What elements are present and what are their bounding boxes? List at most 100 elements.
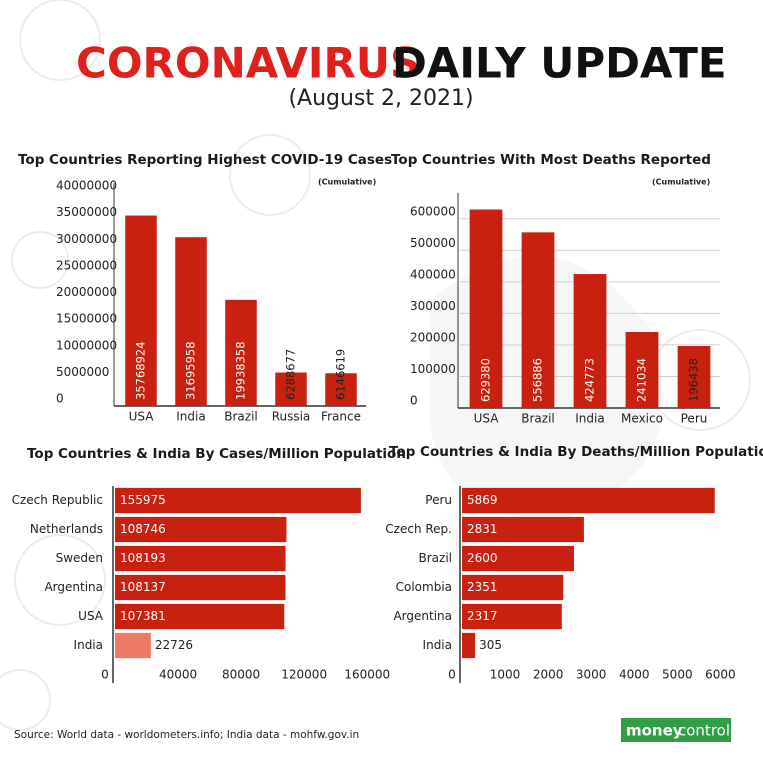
title-black: DAILY UPDATE [392, 39, 727, 88]
x-tick-label: Peru [681, 412, 708, 426]
x-tick-label: France [321, 410, 361, 424]
bar [469, 209, 503, 408]
bar [115, 574, 286, 601]
value-label: 241034 [635, 358, 649, 402]
bar [462, 545, 574, 572]
value-label: 108193 [120, 551, 166, 565]
bar [125, 215, 157, 406]
y-tick-label: 300000 [410, 299, 456, 313]
value-label: 2317 [467, 609, 498, 623]
y-tick-label: India [423, 638, 452, 652]
x-tick-label: 160000 [344, 668, 390, 682]
y-tick-label: 0 [56, 392, 64, 406]
x-tick-label: Mexico [621, 412, 663, 426]
x-tick-label: 1000 [490, 668, 521, 682]
y-tick-label: 40000000 [56, 179, 117, 193]
y-tick-label: Peru [425, 493, 452, 507]
y-tick-label: Czech Rep. [385, 522, 452, 536]
value-label: 556886 [531, 358, 545, 402]
logo-text: control [678, 722, 730, 740]
value-label: 2351 [467, 580, 498, 594]
value-label: 6288677 [284, 349, 298, 400]
y-tick-label: 5000000 [56, 365, 109, 379]
y-tick-label: Czech Republic [12, 493, 103, 507]
bar [462, 487, 715, 514]
bar [462, 603, 562, 630]
bar [115, 632, 151, 659]
x-tick-label: 4000 [619, 668, 650, 682]
x-tick-label: 120000 [281, 668, 327, 682]
y-tick-label: 0 [410, 394, 418, 408]
logo-box [621, 718, 731, 742]
value-label: 22726 [155, 638, 193, 652]
chart-title: Top Countries With Most Deaths Reported [391, 152, 711, 168]
bar [462, 574, 564, 601]
y-tick-label: 100000 [410, 362, 456, 376]
bar [115, 603, 285, 630]
bar [462, 632, 476, 659]
value-label: 196438 [687, 358, 701, 402]
y-tick-label: 15000000 [56, 312, 117, 326]
bar [521, 232, 555, 408]
bar [115, 487, 361, 514]
x-tick-label: 40000 [159, 668, 197, 682]
bar [225, 299, 257, 406]
value-label: 107381 [120, 609, 166, 623]
x-tick-label: Brazil [521, 412, 555, 426]
bar [115, 516, 287, 543]
date: (August 2, 2021) [288, 86, 473, 111]
value-label: 5869 [467, 493, 498, 507]
x-tick-label: USA [474, 412, 500, 426]
bar [115, 545, 286, 572]
value-label: 424773 [583, 358, 597, 402]
value-label: 35768924 [134, 341, 148, 400]
y-tick-label: 35000000 [56, 205, 117, 219]
chart-subtitle: (Cumulative) [318, 178, 376, 187]
x-tick-label: USA [129, 410, 155, 424]
y-tick-label: India [74, 638, 103, 652]
y-tick-label: 600000 [410, 204, 456, 218]
value-label: 108137 [120, 580, 166, 594]
bar [325, 373, 357, 406]
y-tick-label: Colombia [396, 580, 452, 594]
chart-title: Top Countries & India By Cases/Million P… [27, 446, 406, 462]
x-tick-label: 6000 [705, 668, 736, 682]
value-label: 2831 [467, 522, 498, 536]
x-tick-label: Brazil [224, 410, 258, 424]
value-label: 305 [479, 638, 502, 652]
x-tick-label: 3000 [576, 668, 607, 682]
value-label: 2600 [467, 551, 498, 565]
value-label: 629380 [479, 358, 493, 402]
value-label: 31695958 [184, 341, 198, 400]
x-tick-label: India [176, 410, 205, 424]
bar [573, 274, 607, 408]
bar [275, 372, 307, 406]
y-tick-label: 500000 [410, 236, 456, 250]
logo-text: money [626, 722, 683, 740]
bar [677, 346, 711, 408]
y-tick-label: Brazil [419, 551, 453, 565]
y-tick-label: Sweden [56, 551, 103, 565]
y-tick-label: USA [78, 609, 104, 623]
x-tick-label: Russia [272, 410, 311, 424]
y-tick-label: 20000000 [56, 285, 117, 299]
chart-subtitle: (Cumulative) [652, 178, 710, 187]
bar [625, 331, 659, 408]
bar [462, 516, 584, 543]
y-tick-label: 25000000 [56, 258, 117, 272]
x-tick-label: India [575, 412, 604, 426]
y-tick-label: 400000 [410, 267, 456, 281]
source: Source: World data - worldometers.info; … [14, 729, 359, 741]
y-tick-label: Netherlands [30, 522, 103, 536]
x-tick-label: 2000 [533, 668, 564, 682]
value-label: 19938358 [234, 341, 248, 400]
y-tick-label: Argentina [393, 609, 452, 623]
title-red: CORONAVIRUS [76, 39, 420, 88]
value-label: 155975 [120, 493, 166, 507]
value-label: 6146619 [334, 349, 348, 400]
value-label: 108746 [120, 522, 166, 536]
bar [175, 237, 207, 406]
x-tick-label: 0 [101, 668, 109, 682]
x-tick-label: 80000 [222, 668, 260, 682]
chart-title: Top Countries & India By Deaths/Million … [389, 444, 763, 460]
